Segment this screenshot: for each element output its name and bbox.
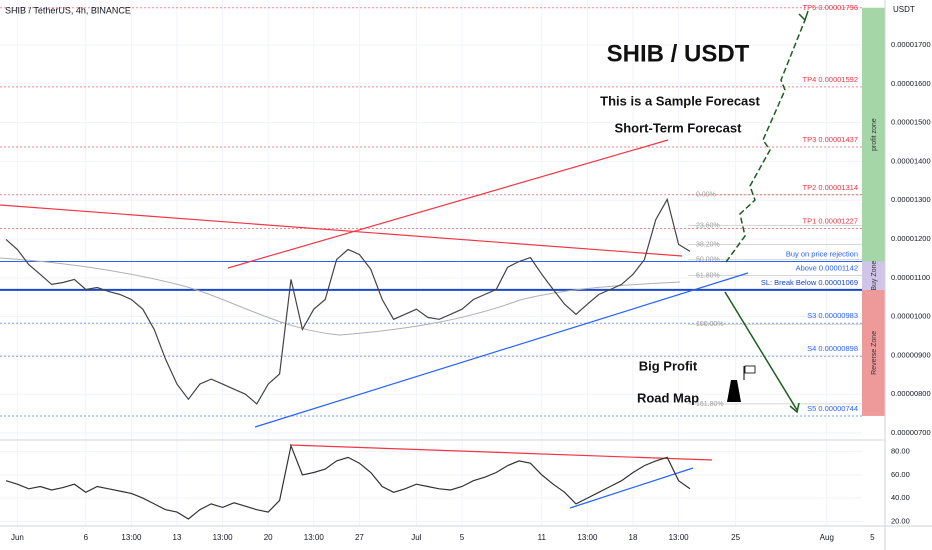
annotation: Short-Term Forecast: [615, 120, 743, 135]
x-tick-label: 13:00: [304, 533, 325, 542]
annotation: Big Profit: [639, 358, 698, 373]
level-label: TP4 0.00001592: [803, 75, 858, 84]
level-label: S5 0.00000744: [807, 404, 858, 413]
y-tick-label: 0.00001000: [891, 312, 931, 321]
x-tick-label: 13:00: [669, 533, 690, 542]
x-tick-label: 25: [731, 533, 740, 542]
x-tick-label: 20: [264, 533, 273, 542]
y-tick-label: 0.00001200: [891, 234, 931, 243]
y-tick-label: 60.00: [891, 470, 910, 479]
x-tick-label: 18: [629, 533, 638, 542]
y-tick-label: 40.00: [891, 493, 910, 502]
zone-label: Reverse Zone: [871, 331, 878, 375]
trend-line: [0, 204, 683, 257]
level-label: S4 0.00000898: [807, 344, 858, 353]
trend-line: [227, 139, 669, 269]
arrow-head: [789, 402, 800, 414]
level-label: Above 0.00001142: [796, 264, 858, 273]
x-tick-label: 27: [355, 533, 364, 542]
fib-label: 61.80%: [696, 272, 720, 279]
annotation: Road Map: [637, 390, 699, 405]
price-line: [5, 443, 691, 520]
y-tick-label: 0.00000800: [891, 389, 931, 398]
flag-icon: [744, 365, 756, 374]
x-tick-label: Jun: [11, 533, 24, 542]
price-line: [5, 197, 691, 405]
y-tick-label: 0.00000900: [891, 350, 931, 359]
level-label: S3 0.00000983: [807, 311, 858, 320]
y-tick-label: 0.00001700: [891, 40, 931, 49]
y-tick-label: 0.00001400: [891, 156, 931, 165]
level-label: TP2 0.00001314: [803, 183, 858, 192]
x-tick-label: 5: [870, 533, 875, 542]
y-tick-label: 0.00001300: [891, 195, 931, 204]
level-label: TP1 0.00001227: [803, 217, 858, 226]
arrow-head: [798, 10, 809, 22]
y-tick-label: 0.00001500: [891, 118, 931, 127]
zone-label: profit zone: [871, 118, 878, 151]
rsi-trend-line: [569, 467, 694, 509]
x-tick-label: 11: [538, 533, 547, 542]
forecast-arrow: [724, 291, 798, 411]
level-label: TP5 0.00001796: [803, 3, 858, 12]
zone: [862, 289, 885, 416]
level-label: SL: Break Below 0.00001069: [761, 278, 858, 287]
fib-label: 100.00%: [696, 321, 724, 328]
annotation: This is a Sample Forecast: [600, 93, 760, 108]
x-tick-label: 5: [460, 533, 465, 542]
fib-label: 0.00%: [696, 192, 716, 199]
fib-label: 38.20%: [696, 241, 720, 248]
trend-line: [254, 272, 749, 428]
x-tick-label: 13: [173, 533, 182, 542]
level-label: TP3 0.00001437: [803, 135, 858, 144]
road-icon: [727, 380, 741, 402]
level-label: Buy on price rejection: [786, 250, 858, 259]
y-tick-label: 0.00001600: [891, 79, 931, 88]
y-axis-unit: USDT: [893, 5, 915, 14]
zone-label: Buy Zone: [871, 261, 878, 291]
zone: [862, 261, 885, 290]
zone: [862, 7, 885, 262]
y-tick-label: 0.00000700: [891, 428, 931, 437]
fib-label: 50.00%: [696, 256, 720, 263]
x-tick-label: 6: [84, 533, 89, 542]
y-tick-label: 80.00: [891, 447, 910, 456]
header: SHIB / TetherUS, 4h, BINANCE: [5, 5, 131, 15]
forecast-arrow: [725, 19, 806, 263]
chart-title: SHIB / USDT: [607, 40, 750, 67]
drawings: [0, 10, 809, 509]
x-tick-label: 13:00: [213, 533, 234, 542]
moving-average: [0, 257, 681, 336]
x-tick-label: 13:00: [577, 533, 598, 542]
x-tick-label: Jul: [411, 533, 421, 542]
fib-label: 161.80%: [696, 401, 724, 408]
fib-label: 23.60%: [696, 222, 720, 229]
rsi-trend-line: [289, 444, 713, 461]
x-tick-label: 13:00: [121, 533, 142, 542]
y-tick-label: 0.00001100: [891, 273, 930, 282]
x-tick-label: Aug: [820, 533, 834, 542]
y-tick-label: 20.00: [891, 516, 910, 525]
